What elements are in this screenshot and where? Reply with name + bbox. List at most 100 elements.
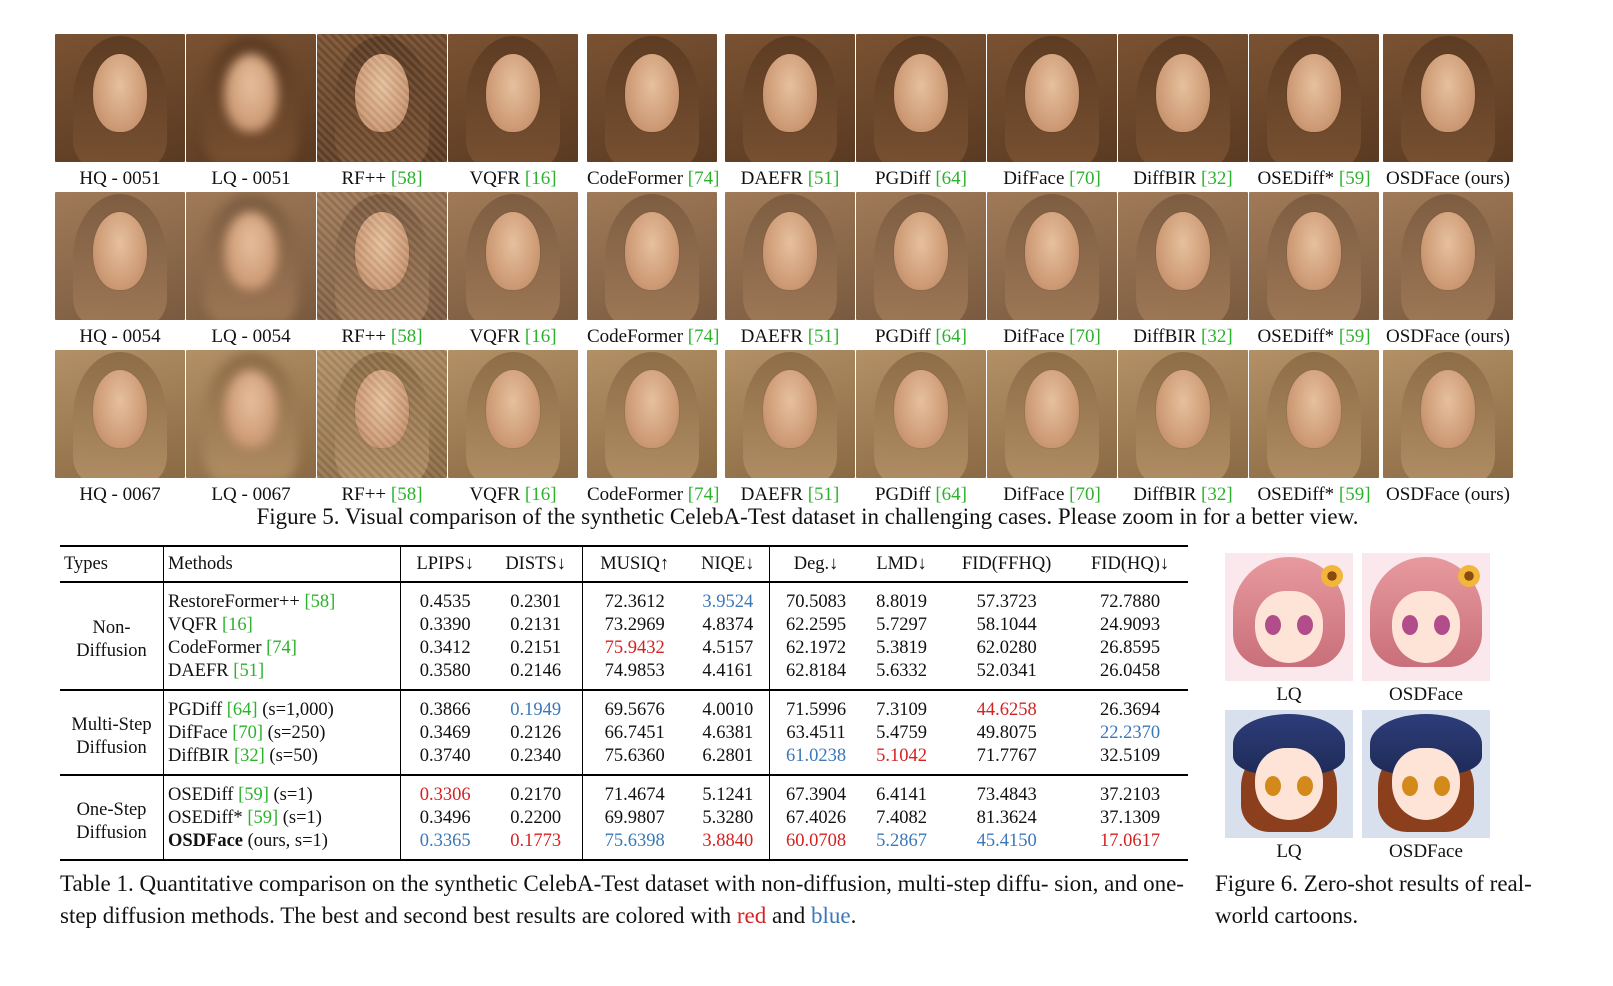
caption-label: PGDiff: [874, 484, 936, 505]
citation-ref: [74]: [687, 484, 720, 505]
face-image: [856, 34, 986, 162]
header-methods: Methods: [162, 546, 401, 582]
metric-value: 4.4161: [702, 661, 754, 681]
figure-cell: OSEDiff* [59]: [1249, 350, 1379, 506]
figure-cell: LQ - 0054: [186, 192, 316, 348]
image-caption: LQ - 0067: [186, 484, 316, 506]
image-caption: PGDiff [64]: [856, 168, 986, 190]
metric-value: 0.4535: [400, 582, 490, 614]
caption-red-word: red: [736, 903, 767, 928]
face-image: [1118, 192, 1248, 320]
metric-value: 0.3496: [400, 807, 490, 830]
caption-label: DAEFR: [740, 484, 808, 505]
metric-value: 4.8374: [702, 615, 754, 635]
metric-value: 0.3390: [400, 614, 490, 637]
figure-cell: DifFace [70]: [987, 192, 1117, 348]
face-image: [1383, 34, 1513, 162]
metric-value: 0.1949: [489, 689, 583, 722]
figure-5-caption: Figure 5. Visual comparison of the synth…: [256, 504, 1359, 529]
image-caption: DifFace [70]: [987, 326, 1117, 348]
image-caption: HQ - 0067: [55, 484, 185, 506]
method-label: PGDiff: [168, 700, 227, 720]
face-image: [587, 350, 717, 478]
metric-value: 81.3624: [976, 808, 1037, 828]
cartoon-lq-2: [1225, 710, 1353, 838]
caption-label: OSDFace (ours): [1385, 326, 1510, 347]
citation-ref: [32]: [233, 746, 265, 766]
image-caption: VQFR [16]: [448, 326, 578, 348]
figure-cell: CodeFormer [74]: [587, 350, 720, 506]
metric-value: 67.3904: [769, 774, 862, 807]
image-caption: OSEDiff* [59]: [1249, 484, 1379, 506]
cartoon-label-osdface-2: OSDFace: [1389, 841, 1463, 862]
method-name: OSEDiff [59] (s=1): [162, 774, 401, 807]
citation-ref: [51]: [807, 168, 840, 189]
citation-ref: [58]: [304, 592, 336, 612]
citation-ref: [70]: [232, 723, 264, 743]
metric-value: 60.0708: [769, 830, 862, 860]
metric-value: 5.1042: [876, 746, 927, 766]
metric-value: 0.3866: [400, 689, 490, 722]
caption-label: LQ - 0051: [211, 168, 291, 189]
metric-value: 0.3469: [400, 722, 490, 745]
metric-value: 0.3412: [400, 637, 490, 660]
header-fid-ffhq: FID(FFHQ): [961, 553, 1052, 574]
face-image: [987, 350, 1117, 478]
table-header-row: Types Methods LPIPS↓ DISTS↓ MUSIQ↑ NIQE↓…: [60, 546, 1188, 582]
caption-label: CodeFormer: [587, 326, 688, 347]
results-table: Types Methods LPIPS↓ DISTS↓ MUSIQ↑ NIQE↓…: [60, 545, 1188, 861]
caption-label: DiffBIR: [1133, 326, 1202, 347]
caption-blue-word: blue: [810, 903, 851, 928]
citation-ref: [58]: [390, 326, 423, 347]
metric-value: 0.2200: [510, 808, 562, 828]
image-caption: DifFace [70]: [987, 168, 1117, 190]
face-image: [186, 34, 316, 162]
citation-ref: [70]: [1069, 326, 1101, 347]
caption-label: OSDFace (ours): [1385, 484, 1510, 505]
face-image: [725, 192, 855, 320]
method-suffix: (s=1): [268, 785, 313, 805]
citation-ref: [64]: [935, 168, 967, 189]
figure-cell: DAEFR [51]: [725, 192, 855, 348]
face-image: [317, 34, 447, 162]
method-suffix: (s=1): [278, 808, 322, 828]
image-caption: CodeFormer [74]: [587, 168, 719, 190]
method-name: VQFR [16]: [162, 614, 401, 637]
header-musiq: MUSIQ↑: [581, 546, 687, 582]
table-1: Types Methods LPIPS↓ DISTS↓ MUSIQ↑ NIQE↓…: [60, 545, 1188, 861]
figure-cell: RF++ [58]: [317, 34, 447, 190]
method-suffix: (s=50): [264, 746, 318, 766]
caption-label: DAEFR: [740, 326, 808, 347]
figure-cell: HQ - 0051: [55, 34, 185, 190]
image-caption: OSEDiff* [59]: [1249, 326, 1379, 348]
metric-value: 73.4843: [941, 774, 1073, 807]
citation-ref: [59]: [247, 808, 279, 828]
face-image: [1118, 34, 1248, 162]
face-image: [448, 34, 578, 162]
face-image: [856, 350, 986, 478]
metric-value: 0.2170: [489, 774, 583, 807]
caption-label: PGDiff: [874, 326, 936, 347]
method-label: VQFR: [168, 615, 222, 635]
image-caption: DAEFR [51]: [725, 484, 855, 506]
metric-value: 7.3109: [861, 689, 942, 722]
caption-label: DifFace: [1003, 484, 1070, 505]
cartoon-label-osdface-1: OSDFace: [1389, 684, 1463, 705]
group-type: Non- Diffusion: [60, 582, 164, 690]
figure-cell: DiffBIR [32]: [1118, 350, 1248, 506]
figure-cell: VQFR [16]: [448, 192, 578, 348]
metric-value: 62.1972: [769, 637, 862, 660]
table-row: DifFace [70] (s=250) 0.3469 0.2126 66.7451 4…: [60, 722, 1188, 745]
image-caption: RF++ [58]: [317, 168, 447, 190]
image-caption: VQFR [16]: [448, 168, 578, 190]
table-row: CodeFormer [74] 0.3412 0.2151 75.9432 4.5157…: [60, 637, 1188, 660]
caption-label: DiffBIR: [1133, 484, 1202, 505]
table-row: VQFR [16] 0.3390 0.2131 73.2969 4.8374 62.259…: [60, 614, 1188, 637]
citation-ref: [59]: [1338, 168, 1371, 189]
image-caption: OSDFace (ours): [1383, 168, 1513, 190]
cartoon-label-lq-2: LQ: [1276, 841, 1302, 862]
citation-ref: [70]: [1069, 168, 1101, 189]
cartoon-label-lq-1: LQ: [1276, 684, 1302, 705]
metric-value: 69.5676: [581, 689, 687, 722]
metric-value: 0.3365: [400, 830, 490, 860]
